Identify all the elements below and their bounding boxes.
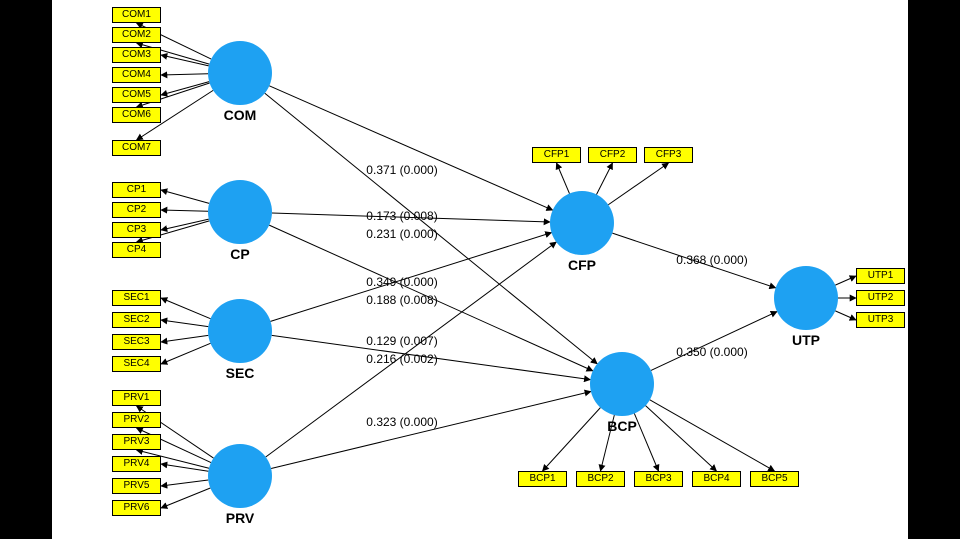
indicator-prv5: PRV5 xyxy=(112,478,161,494)
latent-label-prv: PRV xyxy=(226,510,255,526)
path-label-sec-bcp: 0.188 (0.008) xyxy=(366,293,437,307)
loading-arrow-bcp1 xyxy=(543,408,601,471)
path-label-com-cfp: 0.371 (0.000) xyxy=(366,163,437,177)
indicator-com1: COM1 xyxy=(112,7,161,23)
indicator-prv4: PRV4 xyxy=(112,456,161,472)
indicator-cp1: CP1 xyxy=(112,182,161,198)
loading-arrow-bcp4 xyxy=(646,406,717,471)
path-com-cfp xyxy=(269,86,552,210)
indicator-com2: COM2 xyxy=(112,27,161,43)
indicator-utp3: UTP3 xyxy=(856,312,905,328)
loading-arrow-cfp1 xyxy=(557,163,570,194)
path-label-cfp-utp: 0.368 (0.000) xyxy=(676,253,747,267)
path-label-cp-bcp: 0.231 (0.000) xyxy=(366,227,437,241)
indicator-bcp2: BCP2 xyxy=(576,471,625,487)
latent-label-sec: SEC xyxy=(226,365,255,381)
latent-label-com: COM xyxy=(224,107,257,123)
latent-node-utp xyxy=(774,266,838,330)
loading-arrow-cp2 xyxy=(161,210,208,211)
loading-arrow-prv6 xyxy=(161,488,210,508)
latent-node-cfp xyxy=(550,191,614,255)
loading-arrow-com4 xyxy=(161,74,208,75)
latent-node-cp xyxy=(208,180,272,244)
latent-label-cp: CP xyxy=(230,246,249,262)
indicator-prv2: PRV2 xyxy=(112,412,161,428)
indicator-sec3: SEC3 xyxy=(112,334,161,350)
loading-arrow-sec3 xyxy=(161,335,208,342)
loading-arrow-sec4 xyxy=(161,343,210,364)
latent-label-bcp: BCP xyxy=(607,418,637,434)
loading-arrow-com5 xyxy=(161,82,209,95)
path-label-prv-bcp: 0.323 (0.000) xyxy=(366,415,437,429)
path-label-sec-cfp: 0.349 (0.000) xyxy=(366,275,437,289)
latent-node-bcp xyxy=(590,352,654,416)
indicator-bcp5: BCP5 xyxy=(750,471,799,487)
latent-node-sec xyxy=(208,299,272,363)
indicator-bcp1: BCP1 xyxy=(518,471,567,487)
loading-arrow-cfp3 xyxy=(608,163,668,205)
indicator-bcp4: BCP4 xyxy=(692,471,741,487)
loading-arrow-sec2 xyxy=(161,320,208,327)
indicator-cfp2: CFP2 xyxy=(588,147,637,163)
indicator-com7: COM7 xyxy=(112,140,161,156)
path-prv-bcp xyxy=(271,391,591,468)
indicator-com3: COM3 xyxy=(112,47,161,63)
indicator-cp2: CP2 xyxy=(112,202,161,218)
loading-arrow-utp1 xyxy=(835,276,856,285)
indicator-com4: COM4 xyxy=(112,67,161,83)
indicator-utp2: UTP2 xyxy=(856,290,905,306)
latent-node-prv xyxy=(208,444,272,508)
indicator-com6: COM6 xyxy=(112,107,161,123)
latent-label-cfp: CFP xyxy=(568,257,596,273)
indicator-cfp3: CFP3 xyxy=(644,147,693,163)
loading-arrow-prv4 xyxy=(161,464,208,471)
path-label-prv-cfp: 0.216 (0.002) xyxy=(366,352,437,366)
loading-arrow-utp3 xyxy=(835,311,856,320)
indicator-cp4: CP4 xyxy=(112,242,161,258)
path-bcp-utp xyxy=(651,312,777,371)
indicator-prv3: PRV3 xyxy=(112,434,161,450)
path-label-com-bcp: 0.129 (0.007) xyxy=(366,334,437,348)
latent-label-utp: UTP xyxy=(792,332,820,348)
indicator-utp1: UTP1 xyxy=(856,268,905,284)
indicator-sec1: SEC1 xyxy=(112,290,161,306)
loading-arrow-cfp2 xyxy=(597,163,613,194)
indicator-cp3: CP3 xyxy=(112,222,161,238)
loading-arrow-prv5 xyxy=(161,480,208,486)
indicator-prv6: PRV6 xyxy=(112,500,161,516)
indicator-prv1: PRV1 xyxy=(112,390,161,406)
latent-node-com xyxy=(208,41,272,105)
indicator-sec4: SEC4 xyxy=(112,356,161,372)
loading-arrow-bcp5 xyxy=(650,400,775,471)
path-label-cp-cfp: 0.173 (0.008) xyxy=(366,209,437,223)
indicator-cfp1: CFP1 xyxy=(532,147,581,163)
loading-arrow-bcp3 xyxy=(634,414,658,471)
indicator-sec2: SEC2 xyxy=(112,312,161,328)
indicator-com5: COM5 xyxy=(112,87,161,103)
indicator-bcp3: BCP3 xyxy=(634,471,683,487)
loading-arrow-sec1 xyxy=(161,298,210,319)
path-label-bcp-utp: 0.350 (0.000) xyxy=(676,345,747,359)
loading-arrow-cp1 xyxy=(161,190,209,203)
sem-diagram-svg xyxy=(52,0,908,539)
diagram-canvas: COM CP SEC PRV CFP BCP UTP COM1 COM2 COM3 COM4 COM5… xyxy=(52,0,908,539)
